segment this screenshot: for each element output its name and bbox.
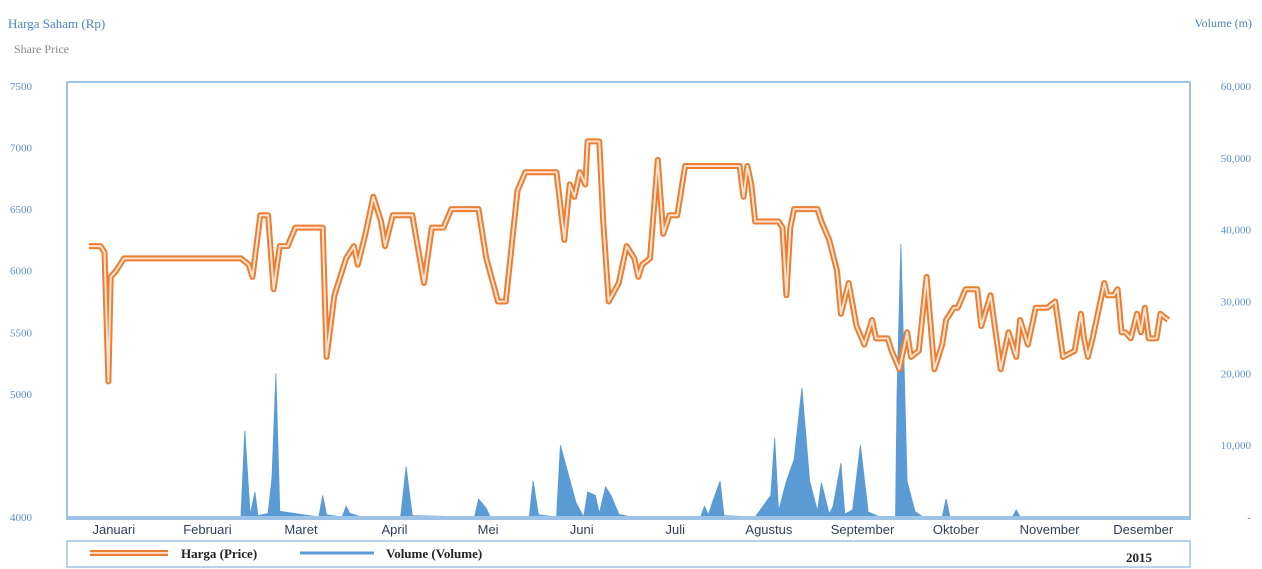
month-label: Agustus xyxy=(745,522,792,537)
y-tick-right: 40,000 xyxy=(1221,225,1252,237)
y-tick-left: 7000 xyxy=(10,143,33,155)
month-label: Juli xyxy=(666,522,686,537)
y-tick-left: 6000 xyxy=(10,266,33,278)
y-tick-left: 5000 xyxy=(10,389,33,401)
y-tick-right: 60,000 xyxy=(1221,81,1252,93)
y-tick-right: 20,000 xyxy=(1221,368,1252,380)
month-label: April xyxy=(381,522,407,537)
month-label: Juni xyxy=(570,522,594,537)
y-tick-left: 5500 xyxy=(10,327,33,339)
y-tick-left: 4000 xyxy=(10,512,33,524)
month-label: September xyxy=(831,522,895,537)
legend-box xyxy=(66,540,1191,568)
right-axis-title: Volume (m) xyxy=(1194,16,1252,30)
y-tick-left: 6500 xyxy=(10,204,33,216)
y-tick-right: 10,000 xyxy=(1221,440,1252,452)
month-label: Mei xyxy=(478,522,499,537)
left-axis-title: Harga Saham (Rp) xyxy=(8,16,106,31)
month-label: Desember xyxy=(1113,522,1174,537)
month-label: Januari xyxy=(92,522,135,537)
plot-frame xyxy=(66,81,1191,520)
y-tick-right: - xyxy=(1247,512,1251,524)
legend-year: 2015 xyxy=(1126,550,1153,565)
legend-price-label: Harga (Price) xyxy=(181,546,257,561)
legend-volume-label: Volume (Volume) xyxy=(386,546,482,561)
y-tick-right: 30,000 xyxy=(1221,297,1252,309)
y-tick-right: 50,000 xyxy=(1221,153,1252,165)
month-label: November xyxy=(1020,522,1081,537)
left-axis-subtitle: Share Price xyxy=(14,42,69,56)
volume-area-series xyxy=(85,243,1021,519)
month-label: Oktober xyxy=(933,522,980,537)
month-label: Maret xyxy=(284,522,318,537)
y-tick-left: 7500 xyxy=(10,81,33,93)
price-line-highlight xyxy=(88,140,1169,383)
legend: Harga (Price) Volume (Volume) 2015 xyxy=(90,546,1153,565)
month-label: Februari xyxy=(183,522,232,537)
